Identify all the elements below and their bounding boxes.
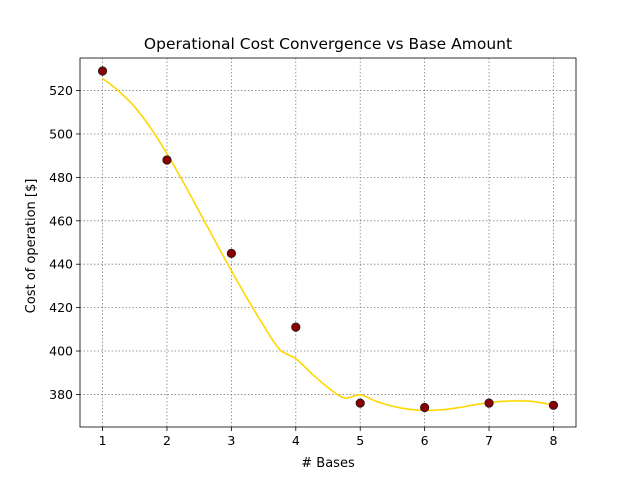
grid [80,58,576,427]
y-tick-label: 380 [49,387,73,402]
data-point [548,400,559,410]
data-point [484,398,494,408]
y-tick-label: 460 [49,213,73,228]
y-tick-label: 500 [49,126,73,141]
scatter-points [97,66,559,413]
x-tick-label: 3 [227,433,235,448]
y-tick-label: 440 [49,257,73,272]
data-point [355,398,365,408]
fit-curve-layer [102,77,554,412]
x-axis-label: # Bases [301,456,355,471]
x-tick-label: 7 [485,433,493,448]
chart-title: Operational Cost Convergence vs Base Amo… [144,35,512,53]
y-axis-label: Cost of operation [$] [24,179,39,314]
y-tick-label: 480 [49,170,73,185]
x-tick-label: 5 [356,433,364,448]
data-point [162,155,172,165]
x-tick-label: 1 [99,433,107,448]
data-point [420,402,430,413]
plot-frame [79,57,577,428]
x-tick-label: 8 [549,433,557,448]
x-tick-label: 6 [421,433,429,448]
data-point [97,66,108,76]
y-tick-label: 520 [49,83,73,98]
y-tick-label: 420 [49,300,73,315]
x-tick-label: 2 [163,433,171,448]
y-tick-label: 400 [49,344,73,359]
data-point [291,322,301,332]
data-point [226,248,236,258]
x-tick-label: 4 [292,433,300,448]
y-axis-ticks: 380 400 420 440 460 480 500 520 [49,83,80,402]
x-axis-ticks: 1 2 3 4 5 6 7 8 [99,427,557,448]
fit-curve [102,77,554,412]
